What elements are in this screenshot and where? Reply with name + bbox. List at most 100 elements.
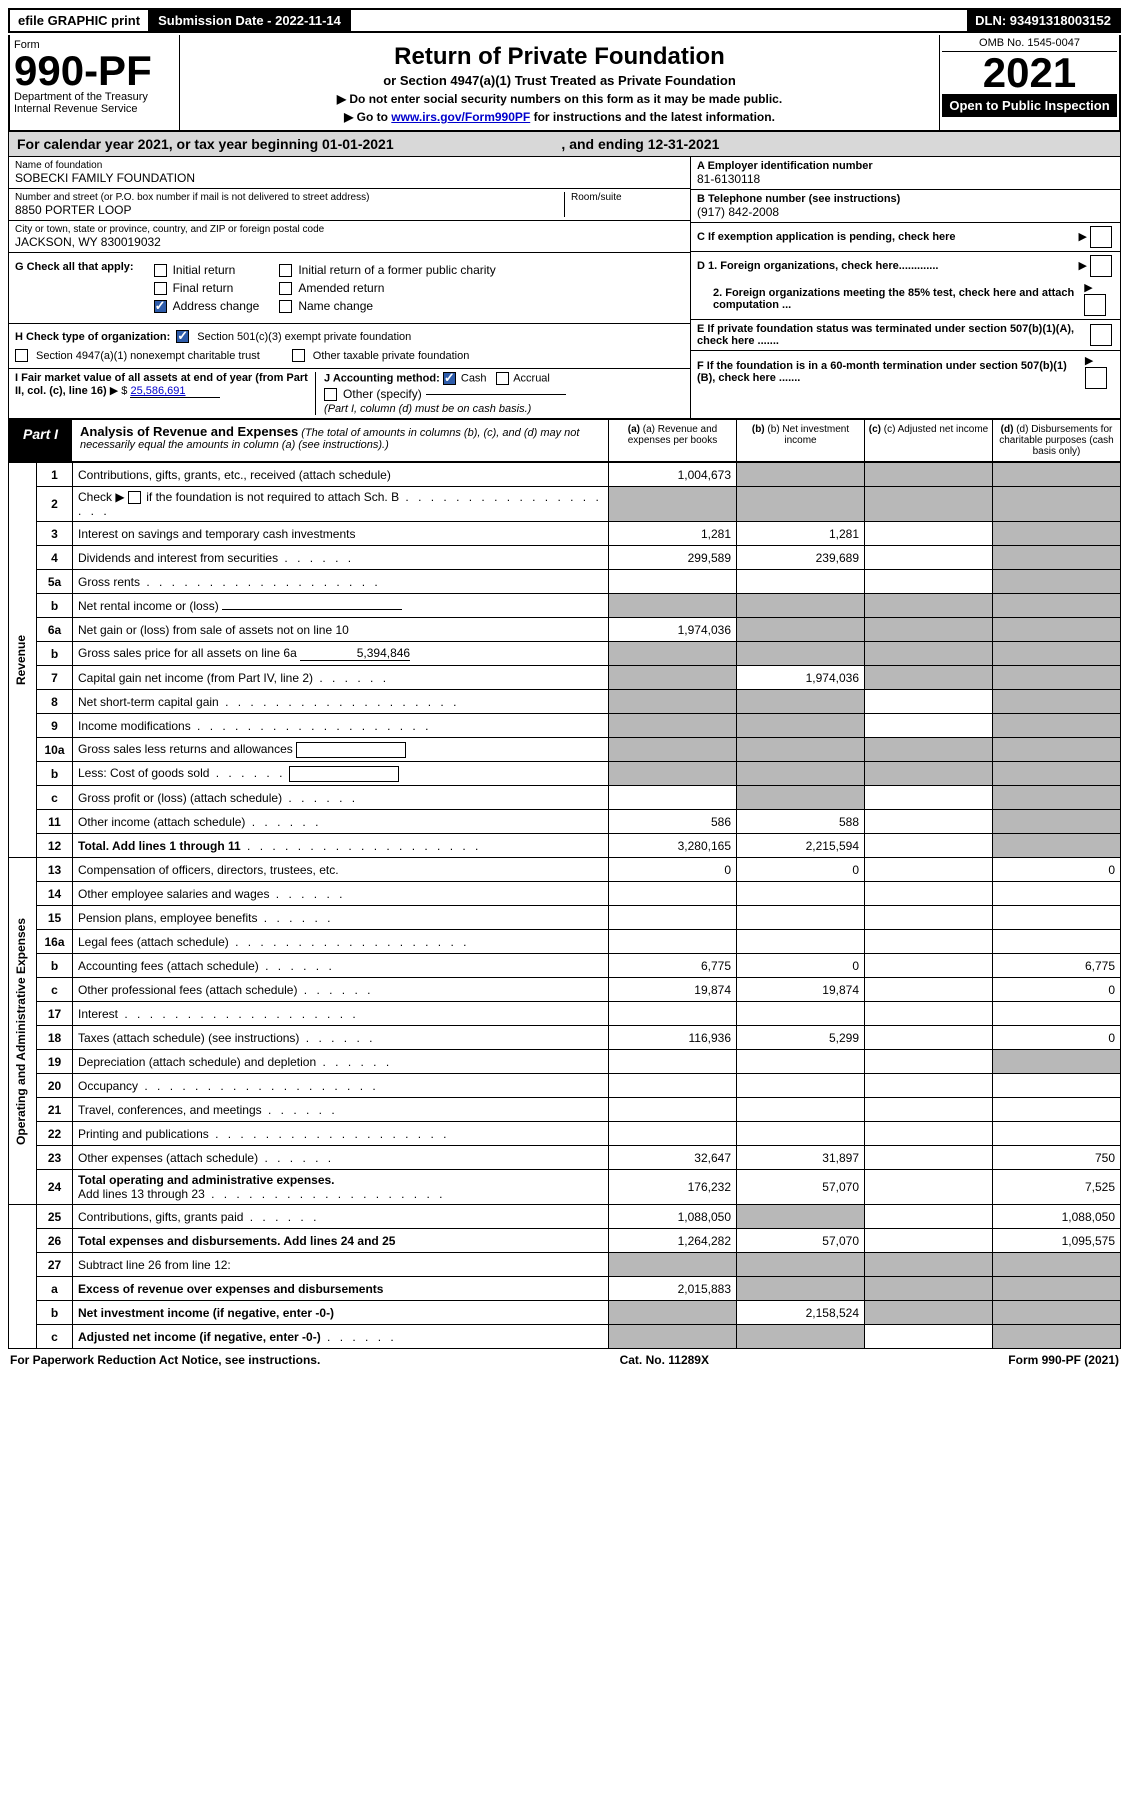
initial-return-checkbox[interactable] [154,264,167,277]
fmv-value[interactable]: 25,586,691 [130,385,220,398]
ssn-warning: ▶ Do not enter social security numbers o… [190,92,929,106]
part1-tag: Part I [9,420,72,461]
f-checkbox[interactable] [1085,367,1107,389]
h-other-checkbox[interactable] [292,349,305,362]
row-27a: aExcess of revenue over expenses and dis… [9,1277,1121,1301]
amended-return-checkbox[interactable] [279,282,292,295]
city-value: JACKSON, WY 830019032 [15,235,684,249]
row-21: 21Travel, conferences, and meetings [9,1098,1121,1122]
row-5a: 5aGross rents [9,570,1121,594]
row-15: 15Pension plans, employee benefits [9,906,1121,930]
row-4: 4Dividends and interest from securities … [9,546,1121,570]
row-20: 20Occupancy [9,1074,1121,1098]
g-label: G Check all that apply: [15,261,134,273]
row-9: 9Income modifications [9,714,1121,738]
row-14: 14Other employee salaries and wages [9,882,1121,906]
ein-label: A Employer identification number [697,160,1114,172]
open-to-public: Open to Public Inspection [942,94,1117,117]
c-checkbox[interactable] [1090,226,1112,248]
d2-label: 2. Foreign organizations meeting the 85%… [697,287,1084,311]
e-checkbox[interactable] [1090,324,1112,346]
h-label: H Check type of organization: [15,331,170,343]
revenue-sidebar: Revenue [14,635,28,685]
row-19: 19Depreciation (attach schedule) and dep… [9,1050,1121,1074]
address-value: 8850 PORTER LOOP [15,203,564,217]
amended-return-label: Amended return [298,281,384,295]
part1-title: Analysis of Revenue and Expenses [80,424,298,439]
goto-instruction: ▶ Go to www.irs.gov/Form990PF for instru… [190,110,929,124]
row-18: 18Taxes (attach schedule) (see instructi… [9,1026,1121,1050]
calendar-year-bar: For calendar year 2021, or tax year begi… [8,132,1121,157]
expenses-sidebar: Operating and Administrative Expenses [14,918,28,1145]
h-501c3-checkbox[interactable] [176,330,189,343]
j-other-checkbox[interactable] [324,388,337,401]
f-label: F If the foundation is in a 60-month ter… [697,360,1085,384]
address-change-checkbox[interactable] [154,300,167,313]
row-27: 27Subtract line 26 from line 12: [9,1253,1121,1277]
row-24: 24Total operating and administrative exp… [9,1170,1121,1205]
paperwork-notice: For Paperwork Reduction Act Notice, see … [10,1353,320,1367]
row-8: 8Net short-term capital gain [9,690,1121,714]
irs-label: Internal Revenue Service [14,103,175,115]
submission-date-label: Submission Date - 2022-11-14 [150,10,351,31]
phone-label: B Telephone number (see instructions) [697,193,1114,205]
h-501c3-label: Section 501(c)(3) exempt private foundat… [197,331,411,343]
row-12: 12Total. Add lines 1 through 11 3,280,16… [9,834,1121,858]
efile-print-label[interactable]: efile GRAPHIC print [10,10,150,31]
form990pf-link[interactable]: www.irs.gov/Form990PF [391,110,530,124]
row-10a: 10aGross sales less returns and allowanc… [9,738,1121,762]
j-accrual-checkbox[interactable] [496,372,509,385]
initial-former-label: Initial return of a former public charit… [298,263,495,277]
h-4947-label: Section 4947(a)(1) nonexempt charitable … [36,350,260,362]
foundation-name: SOBECKI FAMILY FOUNDATION [15,171,684,185]
row-10b: bLess: Cost of goods sold [9,762,1121,786]
tax-year: 2021 [942,52,1117,94]
d2-checkbox[interactable] [1084,294,1106,316]
col-a-header: (a) (a) Revenue and expenses per books [608,420,736,461]
part1-header: Part I Analysis of Revenue and Expenses … [8,419,1121,462]
j-note: (Part I, column (d) must be on cash basi… [324,403,684,415]
initial-return-label: Initial return [173,263,236,277]
row-23: 23Other expenses (attach schedule)32,647… [9,1146,1121,1170]
row-22: 22Printing and publications [9,1122,1121,1146]
analysis-table: Revenue 1 Contributions, gifts, grants, … [8,462,1121,1349]
col-d-header: (d) (d) Disbursements for charitable pur… [992,420,1120,461]
d1-checkbox[interactable] [1090,255,1112,277]
initial-former-checkbox[interactable] [279,264,292,277]
d1-label: D 1. Foreign organizations, check here..… [697,260,938,272]
address-change-label: Address change [173,299,260,313]
schb-checkbox[interactable] [128,491,141,504]
row-27b: bNet investment income (if negative, ent… [9,1301,1121,1325]
row-5b: bNet rental income or (loss) [9,594,1121,618]
row-17: 17Interest [9,1002,1121,1026]
j-cash-checkbox[interactable] [443,372,456,385]
top-bar: efile GRAPHIC print Submission Date - 20… [8,8,1121,33]
row-26: 26Total expenses and disbursements. Add … [9,1229,1121,1253]
page-footer: For Paperwork Reduction Act Notice, see … [8,1349,1121,1371]
row-27c: cAdjusted net income (if negative, enter… [9,1325,1121,1349]
form-number: 990-PF [14,51,175,91]
ein-value: 81-6130118 [697,172,1114,186]
row-16b: bAccounting fees (attach schedule)6,7750… [9,954,1121,978]
form-title: Return of Private Foundation [190,43,929,71]
row-3: 3Interest on savings and temporary cash … [9,522,1121,546]
entity-info: Name of foundation SOBECKI FAMILY FOUNDA… [8,157,1121,419]
j-accrual-label: Accrual [513,372,550,384]
e-label: E If private foundation status was termi… [697,323,1090,347]
city-label: City or town, state or province, country… [15,224,684,235]
room-suite-label: Room/suite [571,192,684,203]
row-7: 7Capital gain net income (from Part IV, … [9,666,1121,690]
j-other-label: Other (specify) [343,387,422,401]
final-return-checkbox[interactable] [154,282,167,295]
row-10c: cGross profit or (loss) (attach schedule… [9,786,1121,810]
j-cash-label: Cash [461,372,487,384]
cat-number: Cat. No. 11289X [620,1353,709,1367]
form-id-footer: Form 990-PF (2021) [1008,1353,1119,1367]
h-4947-checkbox[interactable] [15,349,28,362]
name-change-checkbox[interactable] [279,300,292,313]
row-6a: 6aNet gain or (loss) from sale of assets… [9,618,1121,642]
h-other-label: Other taxable private foundation [313,350,470,362]
row-13: Operating and Administrative Expenses 13… [9,858,1121,882]
name-change-label: Name change [298,299,373,313]
c-label: C If exemption application is pending, c… [697,231,956,243]
